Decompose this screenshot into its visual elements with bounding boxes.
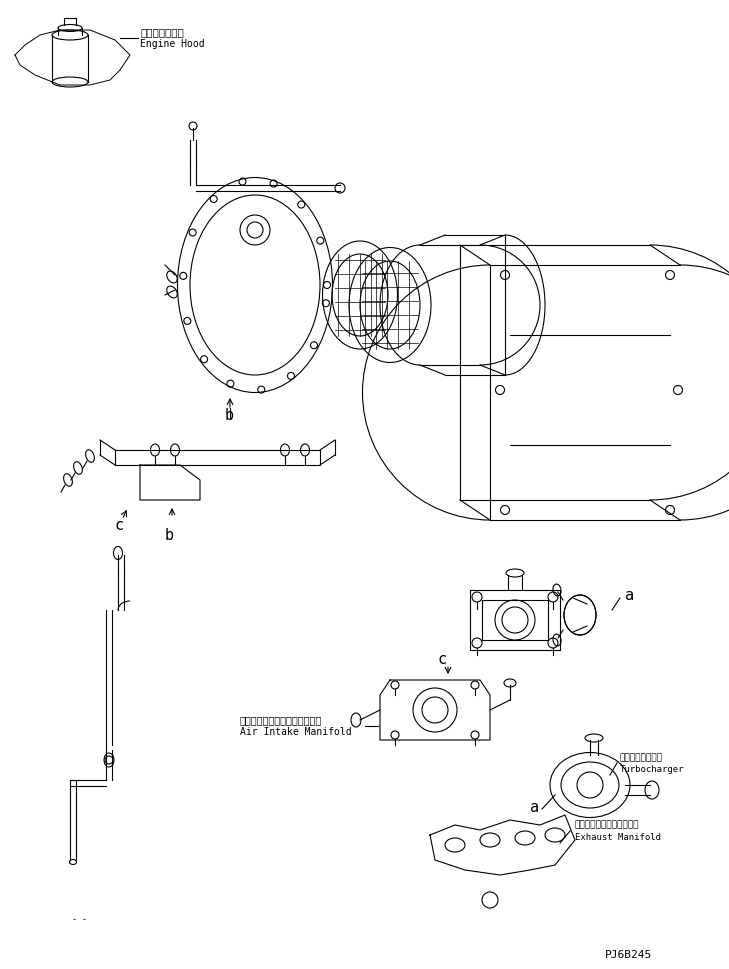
Text: b: b xyxy=(225,408,234,422)
Text: c: c xyxy=(438,652,447,668)
Text: Exhaust Manifold: Exhaust Manifold xyxy=(575,832,661,841)
Text: エンジンフード: エンジンフード xyxy=(140,27,184,37)
Text: b: b xyxy=(165,527,174,543)
Text: c: c xyxy=(115,517,124,533)
Text: エキゾーストマニホールド: エキゾーストマニホールド xyxy=(575,821,639,829)
Text: a: a xyxy=(625,587,634,603)
Text: ターボチャージャ: ターボチャージャ xyxy=(620,754,663,763)
Text: Air Intake Manifold: Air Intake Manifold xyxy=(240,727,351,737)
Text: a: a xyxy=(530,799,539,815)
Text: Turbocharger: Turbocharger xyxy=(620,765,685,773)
Text: Engine Hood: Engine Hood xyxy=(140,39,205,49)
Text: PJ6B245: PJ6B245 xyxy=(605,950,652,960)
Text: - -: - - xyxy=(72,916,87,924)
Text: エアーインテークマニホールド: エアーインテークマニホールド xyxy=(240,715,322,725)
